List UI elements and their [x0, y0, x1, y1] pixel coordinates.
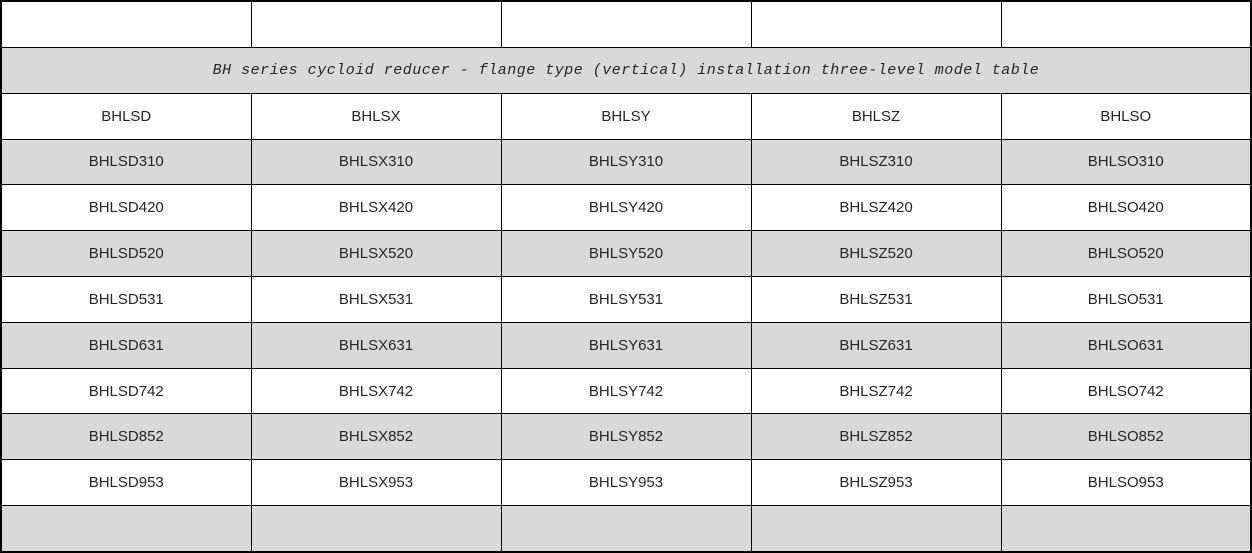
- header-row: BHLSD BHLSX BHLSY BHLSZ BHLSO: [0, 92, 1252, 140]
- model-cell: BHLSY631: [500, 321, 752, 369]
- column-header-bhlsd: BHLSD: [0, 92, 252, 140]
- model-cell: BHLSZ420: [750, 184, 1002, 232]
- empty-cell: [250, 0, 502, 48]
- column-header-bhlso: BHLSO: [1000, 92, 1252, 140]
- empty-cell: [750, 0, 1002, 48]
- empty-cell: [750, 505, 1002, 553]
- empty-cell: [500, 0, 752, 48]
- model-cell: BHLSY742: [500, 367, 752, 415]
- model-cell: BHLSO742: [1000, 367, 1252, 415]
- model-cell: BHLSD852: [0, 413, 252, 461]
- model-row: BHLSD852 BHLSX852 BHLSY852 BHLSZ852 BHLSO852: [0, 413, 1252, 461]
- model-row: BHLSD631 BHLSX631 BHLSY631 BHLSZ631 BHLSO631: [0, 321, 1252, 369]
- model-cell: BHLSD310: [0, 138, 252, 186]
- model-cell: BHLSZ852: [750, 413, 1002, 461]
- table-foot-section: [0, 505, 1252, 553]
- model-row: BHLSD520 BHLSX520 BHLSY520 BHLSZ520 BHLSO520: [0, 230, 1252, 277]
- empty-bottom-row: [0, 505, 1252, 553]
- model-row: BHLSD742 BHLSX742 BHLSY742 BHLSZ742 BHLSO742: [0, 367, 1252, 415]
- table-head-section: BH series cycloid reducer - flange type …: [0, 0, 1252, 140]
- model-cell: BHLSY852: [500, 413, 752, 461]
- model-cell: BHLSO631: [1000, 321, 1252, 369]
- model-row: BHLSD531 BHLSX531 BHLSY531 BHLSZ531 BHLSO531: [0, 275, 1252, 323]
- model-cell: BHLSY310: [500, 138, 752, 186]
- model-cell: BHLSO520: [1000, 230, 1252, 277]
- model-cell: BHLSZ520: [750, 230, 1002, 277]
- model-row: BHLSD310 BHLSX310 BHLSY310 BHLSZ310 BHLSO310: [0, 138, 1252, 186]
- model-cell: BHLSD742: [0, 367, 252, 415]
- column-header-bhlsy: BHLSY: [500, 92, 752, 140]
- column-header-bhlsz: BHLSZ: [750, 92, 1002, 140]
- model-row: BHLSD953 BHLSX953 BHLSY953 BHLSZ953 BHLSO953: [0, 459, 1252, 507]
- model-cell: BHLSO420: [1000, 184, 1252, 232]
- model-cell: BHLSZ742: [750, 367, 1002, 415]
- model-cell: BHLSZ531: [750, 275, 1002, 323]
- model-cell: BHLSZ310: [750, 138, 1002, 186]
- model-cell: BHLSX310: [250, 138, 502, 186]
- model-cell: BHLSX852: [250, 413, 502, 461]
- model-cell: BHLSD420: [0, 184, 252, 232]
- model-cell: BHLSO852: [1000, 413, 1252, 461]
- empty-cell: [0, 0, 252, 48]
- empty-cell: [1000, 0, 1252, 48]
- model-cell: BHLSX953: [250, 459, 502, 507]
- model-row: BHLSD420 BHLSX420 BHLSY420 BHLSZ420 BHLSO420: [0, 184, 1252, 232]
- model-cell: BHLSY953: [500, 459, 752, 507]
- model-cell: BHLSD953: [0, 459, 252, 507]
- empty-cell: [250, 505, 502, 553]
- model-cell: BHLSO310: [1000, 138, 1252, 186]
- model-cell: BHLSX742: [250, 367, 502, 415]
- model-cell: BHLSX420: [250, 184, 502, 232]
- title-row: BH series cycloid reducer - flange type …: [0, 46, 1252, 94]
- model-cell: BHLSZ953: [750, 459, 1002, 507]
- model-cell: BHLSO953: [1000, 459, 1252, 507]
- model-cell: BHLSD520: [0, 230, 252, 277]
- column-header-bhlsx: BHLSX: [250, 92, 502, 140]
- model-cell: BHLSX531: [250, 275, 502, 323]
- empty-cell: [500, 505, 752, 553]
- model-rows-section: BHLSD310 BHLSX310 BHLSY310 BHLSZ310 BHLSO310…: [0, 138, 1252, 507]
- model-cell: BHLSD631: [0, 321, 252, 369]
- model-cell: BHLSO531: [1000, 275, 1252, 323]
- model-cell: BHLSY520: [500, 230, 752, 277]
- empty-cell: [0, 505, 252, 553]
- model-cell: BHLSX520: [250, 230, 502, 277]
- model-cell: BHLSZ631: [750, 321, 1002, 369]
- empty-top-row: [0, 0, 1252, 48]
- model-cell: BHLSY531: [500, 275, 752, 323]
- empty-cell: [1000, 505, 1252, 553]
- table-title: BH series cycloid reducer - flange type …: [0, 46, 1252, 94]
- model-cell: BHLSX631: [250, 321, 502, 369]
- model-cell: BHLSY420: [500, 184, 752, 232]
- model-cell: BHLSD531: [0, 275, 252, 323]
